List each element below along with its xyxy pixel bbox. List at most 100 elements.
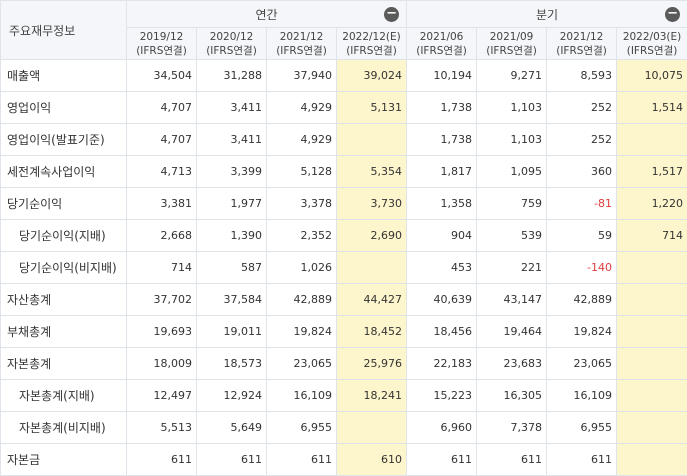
value-cell: 12,497 xyxy=(127,380,197,412)
value-cell: 587 xyxy=(197,252,267,284)
value-cell: 4,713 xyxy=(127,156,197,188)
value-cell: 37,940 xyxy=(267,60,337,92)
value-cell: 6,960 xyxy=(407,412,477,444)
column-basis: (IFRS연결) xyxy=(337,44,406,58)
row-label: 영업이익 xyxy=(1,92,127,124)
column-header: 2019/12(IFRS연결) xyxy=(127,28,197,60)
value-cell: 25,976 xyxy=(337,348,407,380)
value-cell: 19,464 xyxy=(477,316,547,348)
value-cell: 6,955 xyxy=(547,412,617,444)
value-cell: 22,183 xyxy=(407,348,477,380)
value-cell: 3,411 xyxy=(197,92,267,124)
value-cell: 3,411 xyxy=(197,124,267,156)
column-period: 2021/12 xyxy=(547,30,616,44)
minus-circle-icon[interactable]: − xyxy=(665,7,680,22)
row-label: 당기순이익(지배) xyxy=(1,220,127,252)
value-cell: 4,929 xyxy=(267,124,337,156)
minus-circle-icon[interactable]: − xyxy=(384,7,399,22)
row-label: 당기순이익(비지배) xyxy=(1,252,127,284)
value-cell: 15,223 xyxy=(407,380,477,412)
value-cell: 7,378 xyxy=(477,412,547,444)
value-cell: 2,690 xyxy=(337,220,407,252)
column-header: 2021/06(IFRS연결) xyxy=(407,28,477,60)
value-cell: 6,955 xyxy=(267,412,337,444)
row-label: 자본총계(비지배) xyxy=(1,412,127,444)
value-cell: 12,924 xyxy=(197,380,267,412)
value-cell: 42,889 xyxy=(547,284,617,316)
value-cell: 1,220 xyxy=(617,188,687,220)
value-cell: 34,504 xyxy=(127,60,197,92)
value-cell: 16,109 xyxy=(267,380,337,412)
value-cell: 1,977 xyxy=(197,188,267,220)
value-cell: 10,075 xyxy=(617,60,687,92)
row-label: 자본총계 xyxy=(1,348,127,380)
value-cell: 2,352 xyxy=(267,220,337,252)
value-cell: 1,103 xyxy=(477,124,547,156)
value-cell: 611 xyxy=(407,444,477,476)
value-cell xyxy=(337,252,407,284)
value-cell: 37,584 xyxy=(197,284,267,316)
value-cell: 39,024 xyxy=(337,60,407,92)
value-cell: 3,378 xyxy=(267,188,337,220)
value-cell: 5,128 xyxy=(267,156,337,188)
value-cell: 18,573 xyxy=(197,348,267,380)
value-cell: 8,593 xyxy=(547,60,617,92)
value-cell: 252 xyxy=(547,124,617,156)
value-cell: 611 xyxy=(547,444,617,476)
column-header: 2022/03(E)(IFRS연결) xyxy=(617,28,687,60)
column-header: 2021/09(IFRS연결) xyxy=(477,28,547,60)
value-cell: 3,399 xyxy=(197,156,267,188)
value-cell xyxy=(337,412,407,444)
row-label: 자본총계(지배) xyxy=(1,380,127,412)
quarterly-group-header: 분기 − xyxy=(407,1,687,28)
value-cell: 611 xyxy=(477,444,547,476)
value-cell: 3,730 xyxy=(337,188,407,220)
value-cell: 19,693 xyxy=(127,316,197,348)
value-cell: 42,889 xyxy=(267,284,337,316)
value-cell: 1,817 xyxy=(407,156,477,188)
value-cell xyxy=(617,284,687,316)
column-basis: (IFRS연결) xyxy=(617,44,687,58)
value-cell: 1,095 xyxy=(477,156,547,188)
value-cell: 610 xyxy=(337,444,407,476)
value-cell: 611 xyxy=(127,444,197,476)
value-cell xyxy=(617,124,687,156)
value-cell: 1,517 xyxy=(617,156,687,188)
value-cell: 19,824 xyxy=(267,316,337,348)
column-basis: (IFRS연결) xyxy=(477,44,546,58)
value-cell: 40,639 xyxy=(407,284,477,316)
value-cell: 611 xyxy=(267,444,337,476)
column-period: 2021/09 xyxy=(477,30,546,44)
value-cell: 1,514 xyxy=(617,92,687,124)
value-cell: 759 xyxy=(477,188,547,220)
value-cell: 1,738 xyxy=(407,124,477,156)
column-basis: (IFRS연결) xyxy=(267,44,336,58)
column-period: 2022/12(E) xyxy=(337,30,406,44)
value-cell: 539 xyxy=(477,220,547,252)
value-cell: 904 xyxy=(407,220,477,252)
value-cell: 18,452 xyxy=(337,316,407,348)
value-cell xyxy=(337,124,407,156)
value-cell: 43,147 xyxy=(477,284,547,316)
value-cell: 9,271 xyxy=(477,60,547,92)
value-cell: 221 xyxy=(477,252,547,284)
row-label: 부채총계 xyxy=(1,316,127,348)
value-cell: 10,194 xyxy=(407,60,477,92)
column-basis: (IFRS연결) xyxy=(197,44,266,58)
value-cell xyxy=(617,348,687,380)
value-cell: 37,702 xyxy=(127,284,197,316)
annual-group-header: 연간 − xyxy=(127,1,407,28)
value-cell xyxy=(617,412,687,444)
column-header: 2020/12(IFRS연결) xyxy=(197,28,267,60)
column-basis: (IFRS연결) xyxy=(407,44,476,58)
column-basis: (IFRS연결) xyxy=(127,44,196,58)
row-label: 매출액 xyxy=(1,60,127,92)
